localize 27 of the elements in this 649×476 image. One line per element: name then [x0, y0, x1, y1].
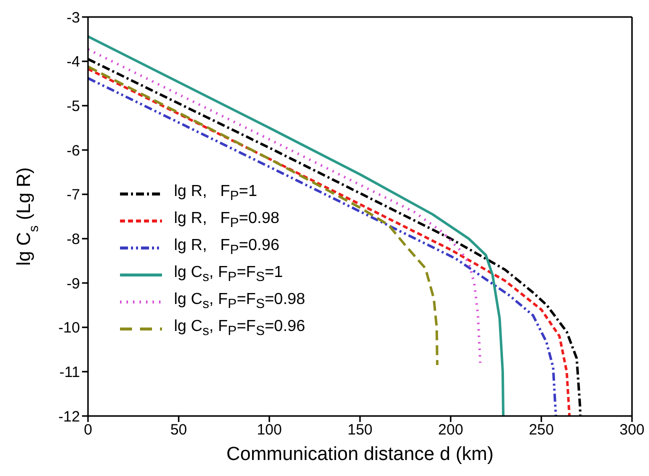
- y-tick-label: -6: [66, 142, 80, 160]
- y-tick-label: -8: [66, 230, 80, 248]
- legend-label: lg R, F$_{P}$=1: [174, 183, 258, 204]
- x-tick-label: 150: [347, 422, 373, 439]
- x-tick-label: 200: [438, 422, 464, 439]
- legend-label: lg C$_{s}$, F$_{P}$=F$_{S}$=1: [174, 264, 283, 285]
- x-tick-label: 50: [170, 422, 188, 439]
- y-tick-label: -9: [66, 275, 80, 292]
- line-series: [88, 48, 482, 364]
- y-tick-label: -12: [58, 408, 80, 426]
- y-tick-label: -7: [66, 186, 80, 204]
- x-tick-label: 300: [619, 422, 645, 439]
- x-axis-title: Communication distance d (km): [226, 444, 494, 465]
- line-series: [88, 35, 505, 416]
- y-tick-label: -4: [66, 54, 80, 71]
- y-tick-label: -5: [66, 98, 80, 115]
- y-tick-label: -11: [59, 364, 80, 381]
- y-tick-label: -10: [58, 320, 80, 337]
- legend-label: lg R, F$_{P}$=0.98: [174, 210, 280, 231]
- line-series: [88, 65, 438, 366]
- legend-label: lg C$_{s}$, F$_{P}$=F$_{S}$=0.96: [174, 318, 306, 339]
- legend-label: lg R, F$_{P}$=0.96: [174, 237, 280, 258]
- x-tick-label: 0: [84, 422, 92, 439]
- x-tick-label: 100: [256, 422, 282, 439]
- x-tick-label: 250: [528, 422, 554, 439]
- legend-label: lg C$_{s}$, F$_{P}$=F$_{S}$=0.98: [174, 291, 306, 312]
- y-tick-label: -3: [66, 9, 80, 26]
